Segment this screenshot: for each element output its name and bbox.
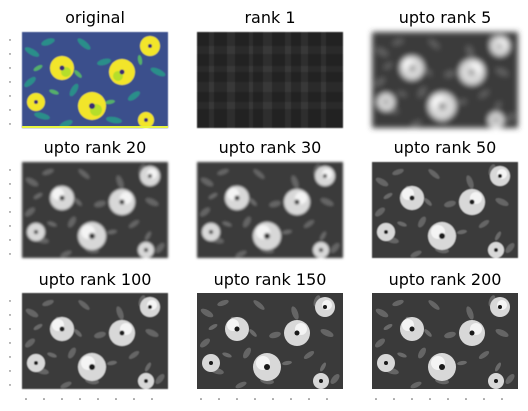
panel-title-5: upto rank 50 [394, 138, 497, 157]
panel-image-3 [22, 162, 168, 259]
panel-image-0 [22, 32, 168, 130]
panel-title-7: upto rank 150 [214, 270, 327, 289]
panel-title-2: upto rank 5 [399, 8, 492, 27]
panel-title-8: upto rank 200 [389, 270, 502, 289]
panel-title-1: rank 1 [244, 8, 295, 27]
panel-image-7 [197, 293, 343, 390]
panel-image-1 [197, 32, 343, 128]
panel-title-6: upto rank 100 [39, 270, 152, 289]
panel-image-8 [372, 293, 518, 390]
panel-image-6 [22, 293, 168, 390]
panel-title-4: upto rank 30 [219, 138, 322, 157]
panel-image-4 [197, 162, 343, 259]
panel-title-3: upto rank 20 [44, 138, 147, 157]
panel-title-0: original [65, 8, 125, 27]
panel-image-2 [372, 32, 518, 129]
panel-image-5 [372, 162, 518, 259]
